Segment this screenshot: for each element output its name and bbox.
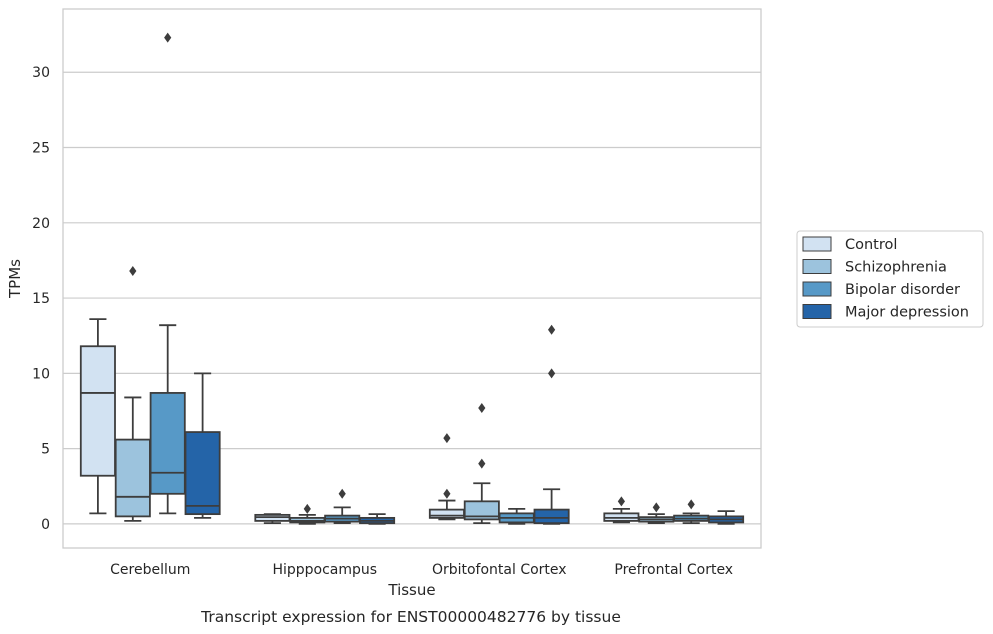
box-body [79, 345, 116, 477]
legend: Control Schizophrenia Bipolar disorder Majo… [796, 230, 984, 328]
chart-caption: Transcript expression for ENST0000048277… [200, 608, 621, 626]
y-tick-label: 0 [41, 517, 50, 533]
outlier-point [129, 265, 137, 276]
legend-label: Bipolar disorder [845, 282, 960, 298]
outlier-point [303, 503, 311, 514]
outlier-point [548, 368, 556, 379]
x-tick-label: Prefrontal Cortex [614, 562, 733, 578]
outlier-point [548, 324, 556, 335]
y-tick-label: 10 [32, 366, 50, 382]
outlier-point [617, 496, 625, 507]
box-body [114, 438, 151, 518]
category-group [79, 32, 221, 522]
x-tick-label: Cerebellum [110, 562, 190, 578]
outlier-point [652, 502, 660, 513]
outlier-point [443, 433, 451, 444]
legend-swatch [802, 281, 832, 297]
y-tick-labels: 0 5 10 15 20 25 30 [32, 65, 50, 533]
legend-label: Major depression [845, 305, 969, 321]
box-groups [79, 32, 745, 525]
legend-swatch [802, 236, 832, 252]
y-tick-label: 15 [32, 291, 50, 307]
legend-swatch [802, 259, 832, 274]
category-group [254, 488, 396, 525]
x-tick-label: Hipppocampus [272, 562, 377, 578]
box-schizophrenia [289, 503, 326, 525]
box-major-depression [533, 324, 570, 525]
plot-frame [62, 8, 762, 549]
y-tick-label: 5 [41, 442, 50, 458]
category-group [428, 324, 570, 525]
category-group [603, 496, 745, 525]
outlier-point [338, 488, 346, 499]
box-schizophrenia [463, 402, 500, 525]
box-body [149, 392, 186, 495]
y-axis-label: TPMs [6, 259, 24, 299]
outlier-point [478, 402, 486, 413]
legend-items: Control Schizophrenia Bipolar disorder Majo… [802, 236, 969, 321]
legend-label: Schizophrenia [845, 260, 947, 276]
outlier-point [164, 32, 172, 43]
box-body [184, 431, 221, 516]
box-major-depression [708, 510, 745, 525]
box-control [603, 496, 640, 524]
box-body [463, 500, 500, 521]
box-body [533, 508, 570, 525]
box-major-depression [184, 372, 221, 519]
x-axis-label: Tissue [387, 581, 435, 599]
outlier-point [443, 488, 451, 499]
legend-frame [796, 230, 984, 328]
box-major-depression [359, 513, 396, 525]
y-tick-label: 20 [32, 216, 50, 232]
x-tick-label: Orbitofontal Cortex [432, 562, 567, 578]
legend-swatch [802, 304, 832, 319]
y-tick-label: 25 [32, 141, 50, 157]
box-control [79, 318, 116, 515]
x-tick-labels: Cerebellum Hipppocampus Orbitofontal Corte… [110, 562, 733, 578]
legend-label: Control [845, 237, 897, 253]
outlier-point [478, 458, 486, 469]
box-body [428, 508, 465, 519]
box-schizophrenia [114, 265, 151, 522]
outlier-point [687, 499, 695, 510]
y-tick-label: 30 [32, 65, 50, 81]
